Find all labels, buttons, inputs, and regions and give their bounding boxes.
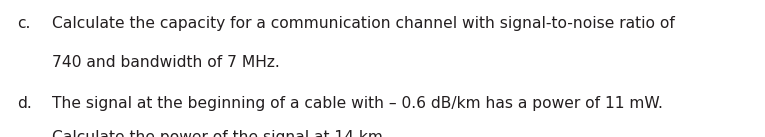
Text: Calculate the capacity for a communication channel with signal-to-noise ratio of: Calculate the capacity for a communicati… [52,16,675,31]
Text: Calculate the power of the signal at 14 km.: Calculate the power of the signal at 14 … [52,130,388,137]
Text: The signal at the beginning of a cable with – 0.6 dB/km has a power of 11 mW.: The signal at the beginning of a cable w… [52,96,663,111]
Text: d.: d. [17,96,31,111]
Text: c.: c. [17,16,30,31]
Text: 740 and bandwidth of 7 MHz.: 740 and bandwidth of 7 MHz. [52,55,280,70]
